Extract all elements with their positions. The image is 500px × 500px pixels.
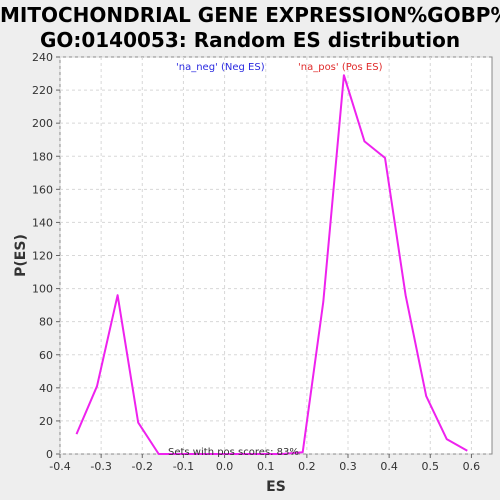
y-tick-label: 240 xyxy=(32,51,53,64)
x-tick-label: 0.4 xyxy=(380,460,398,473)
y-tick-label: 100 xyxy=(32,283,53,296)
y-tick-label: 0 xyxy=(46,448,53,461)
x-tick-label: -0.4 xyxy=(49,460,70,473)
y-tick-label: 20 xyxy=(39,415,53,428)
legend-neg-label: 'na_neg' (Neg ES) xyxy=(176,62,265,73)
y-tick-label: 200 xyxy=(32,117,53,130)
chart-title-line-2: GO:0140053: Random ES distribution xyxy=(39,28,461,52)
pos-scores-annotation: Sets with pos scores: 83% xyxy=(168,447,299,458)
y-tick-label: 160 xyxy=(32,183,53,196)
y-tick-label: 80 xyxy=(39,316,53,329)
y-tick-label: 220 xyxy=(32,84,53,97)
x-tick-label: 0.5 xyxy=(422,460,440,473)
x-tick-label: 0.0 xyxy=(216,460,234,473)
axes xyxy=(56,56,472,458)
y-tick-label: 140 xyxy=(32,216,53,229)
y-tick-label: 60 xyxy=(39,349,53,362)
x-tick-label: 0.3 xyxy=(339,460,357,473)
y-tick-label: 120 xyxy=(32,250,53,263)
legend-pos-label: 'na_pos' (Pos ES) xyxy=(298,62,383,73)
x-tick-label: 0.6 xyxy=(463,460,481,473)
x-tick-label: -0.2 xyxy=(132,460,153,473)
chart-title-line-1: MITOCHONDRIAL GENE EXPRESSION%GOBP% xyxy=(0,3,500,27)
x-tick-label: -0.3 xyxy=(90,460,111,473)
y-tick-label: 180 xyxy=(32,150,53,163)
x-tick-label: -0.1 xyxy=(173,460,194,473)
y-axis-label: P(ES) xyxy=(13,234,29,277)
x-tick-label: 0.2 xyxy=(298,460,316,473)
x-axis-label: ES xyxy=(266,479,286,495)
x-tick-label: 0.1 xyxy=(257,460,275,473)
tick-labels: -0.4 -0.3 -0.2 -0.1 0.0 0.1 0.2 0.3 0.4 0.5 0.6 0 20… xyxy=(32,51,480,473)
y-tick-label: 40 xyxy=(39,382,53,395)
series-line xyxy=(75,74,468,455)
